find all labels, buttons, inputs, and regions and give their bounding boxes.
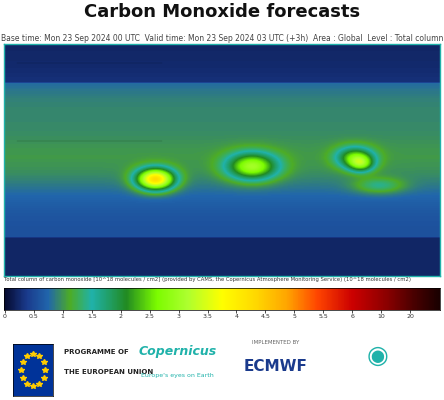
Text: ECMWF: ECMWF [243, 359, 307, 374]
Text: Europe's eyes on Earth: Europe's eyes on Earth [141, 374, 214, 378]
Text: IMPLEMENTED BY: IMPLEMENTED BY [252, 340, 299, 345]
Text: Total column of carbon monoxide [10^18 molecules / cm2] (provided by CAMS, the C: Total column of carbon monoxide [10^18 m… [4, 277, 412, 282]
Text: ◉: ◉ [366, 344, 388, 368]
Text: PROGRAMME OF: PROGRAMME OF [64, 349, 129, 355]
Text: Base time: Mon 23 Sep 2024 00 UTC  Valid time: Mon 23 Sep 2024 03 UTC (+3h)  Are: Base time: Mon 23 Sep 2024 00 UTC Valid … [1, 34, 443, 43]
Text: THE EUROPEAN UNION: THE EUROPEAN UNION [64, 369, 154, 375]
Text: Copernicus: Copernicus [139, 346, 217, 358]
Text: Carbon Monoxide forecasts: Carbon Monoxide forecasts [84, 3, 360, 21]
